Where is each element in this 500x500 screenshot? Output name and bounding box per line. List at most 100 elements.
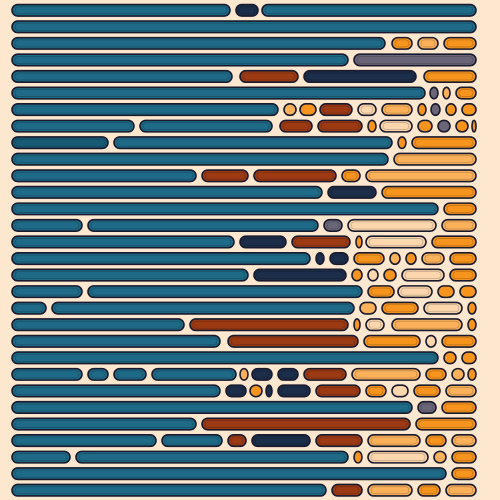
capsule-row-17-seg-1 <box>87 285 363 299</box>
capsule-row-17-seg-2-inner <box>370 287 392 296</box>
capsule-row-29-seg-1 <box>331 483 363 497</box>
capsule-row-2-seg-2 <box>417 36 439 50</box>
capsule-row-6-seg-0-inner <box>14 105 276 114</box>
capsule-row-29-seg-0 <box>11 483 327 497</box>
capsule-row-7-seg-1-inner <box>142 122 270 131</box>
capsule-row-26-seg-1-inner <box>164 436 220 445</box>
capsule-row-12-seg-0 <box>11 202 439 216</box>
capsule-row-23-seg-1-inner <box>228 386 244 395</box>
capsule-row-22-seg-9 <box>425 367 447 381</box>
capsule-row-19-seg-0 <box>11 318 185 332</box>
capsule-row-11-seg-0-inner <box>14 188 320 197</box>
capsule-row-7-seg-7 <box>437 119 451 133</box>
capsule-row-6-seg-4-inner <box>360 105 374 114</box>
capsule-row-26-seg-4-inner <box>318 436 360 445</box>
capsule-row-16-seg-0 <box>11 268 249 282</box>
capsule-row-26-seg-7-inner <box>454 436 474 445</box>
capsule-row-17-seg-3-inner <box>400 287 430 296</box>
capsule-row-23-seg-6-inner <box>368 386 384 395</box>
capsule-row-3-seg-0 <box>11 53 349 67</box>
capsule-row-17-seg-0 <box>11 285 83 299</box>
capsule-row-29-seg-0-inner <box>14 486 324 495</box>
capsule-row-15-seg-6 <box>421 251 445 266</box>
capsule-row-22-seg-2 <box>113 367 147 381</box>
capsule-row-0-seg-0 <box>11 3 231 17</box>
capsule-row-18-seg-0 <box>11 301 47 315</box>
capsule-row-7-seg-4 <box>367 119 377 133</box>
capsule-row-8-seg-1-inner <box>116 138 390 147</box>
capsule-row-29-seg-1-inner <box>334 486 360 495</box>
capsule-row-22-seg-8 <box>351 367 421 381</box>
capsule-row-9-seg-1-inner <box>396 155 474 164</box>
capsule-row-7-seg-2-inner <box>282 122 310 131</box>
capsule-row-8-seg-1 <box>113 136 393 150</box>
capsule-row-19-seg-2 <box>353 318 361 332</box>
capsule-row-25-seg-0-inner <box>14 420 194 428</box>
capsule-row-25-seg-1 <box>201 417 411 431</box>
capsule-row-20-seg-1-inner <box>230 337 356 346</box>
capsule-row-0-seg-2 <box>261 3 477 17</box>
capsule-row-27-seg-1 <box>75 450 349 464</box>
capsule-row-10-seg-1-inner <box>204 171 246 180</box>
capsule-row-4-seg-2-inner <box>306 72 414 81</box>
capsule-row-16-seg-3 <box>367 268 379 282</box>
capsule-row-6-seg-1 <box>283 103 297 117</box>
capsule-row-17-seg-1-inner <box>90 287 360 296</box>
capsule-row-27-seg-4 <box>433 450 447 464</box>
capsule-row-0-seg-1-inner <box>238 6 256 15</box>
capsule-row-17-seg-3 <box>397 285 433 299</box>
capsule-row-5-seg-0-inner <box>14 89 423 97</box>
capsule-row-6-seg-0 <box>11 103 279 117</box>
capsule-row-6-seg-9 <box>461 103 477 117</box>
capsule-row-6-seg-3-inner <box>322 105 350 114</box>
capsule-row-9-seg-1 <box>393 152 477 166</box>
capsule-row-11-seg-1-inner <box>330 188 374 197</box>
capsule-row-13-seg-1-inner <box>90 221 316 230</box>
capsule-row-2-seg-0 <box>11 36 386 50</box>
capsule-row-14-seg-2 <box>291 235 351 249</box>
capsule-row-26-seg-5-inner <box>370 436 418 445</box>
capsule-row-22-seg-7-inner <box>306 370 344 379</box>
capsule-row-16-seg-2 <box>351 268 363 282</box>
capsule-row-12-seg-1 <box>443 202 477 216</box>
capsule-row-29-seg-4-inner <box>448 486 474 495</box>
capsule-row-2-seg-3-inner <box>446 39 474 48</box>
capsule-row-16-seg-6-inner <box>452 271 474 280</box>
capsule-row-4-seg-1-inner <box>242 72 296 81</box>
capsule-row-23-seg-7 <box>391 384 409 398</box>
capsule-row-3-seg-0-inner <box>14 55 346 64</box>
capsule-row-29-seg-3-inner <box>420 486 438 495</box>
capsule-row-4-seg-0-inner <box>14 72 230 81</box>
capsule-row-3-seg-1 <box>353 53 477 67</box>
capsule-row-8-seg-3 <box>411 136 477 150</box>
capsule-row-22-seg-0 <box>11 367 83 381</box>
capsule-row-26-seg-5 <box>367 434 421 448</box>
capsule-row-22-seg-2-inner <box>116 370 144 379</box>
capsule-row-27-seg-5-inner <box>454 453 474 462</box>
capsule-row-13-seg-4-inner <box>444 221 474 230</box>
capsule-row-17-seg-5 <box>459 285 477 299</box>
capsule-row-25-seg-0 <box>11 417 197 431</box>
capsule-row-14-seg-5-inner <box>434 238 474 246</box>
capsule-row-5-seg-1 <box>429 86 439 100</box>
capsule-row-10-seg-0-inner <box>14 171 194 180</box>
capsule-row-19-seg-4 <box>391 318 463 332</box>
capsule-row-8-seg-0-inner <box>14 138 106 147</box>
capsule-row-19-seg-0-inner <box>14 320 182 329</box>
capsule-row-7-seg-3 <box>317 119 363 133</box>
capsule-row-15-seg-1 <box>315 251 325 266</box>
capsule-row-11-seg-2 <box>381 185 477 199</box>
capsule-row-6-seg-7 <box>430 103 441 117</box>
capsule-row-19-seg-1-inner <box>192 320 346 329</box>
capsule-row-2-seg-1-inner <box>394 39 410 48</box>
capsule-row-29-seg-4 <box>445 483 477 497</box>
capsule-row-27-seg-2 <box>353 450 363 464</box>
capsule-row-7-seg-8 <box>455 119 469 133</box>
capsule-row-20-seg-2 <box>363 334 421 348</box>
capsule-row-2-seg-0-inner <box>14 39 383 48</box>
capsule-row-21-seg-0 <box>11 351 439 365</box>
capsule-row-18-seg-3 <box>381 301 419 315</box>
capsule-row-28-seg-1 <box>451 467 477 481</box>
capsule-row-19-seg-3 <box>365 318 385 332</box>
capsule-row-22-seg-5-inner <box>254 370 270 379</box>
